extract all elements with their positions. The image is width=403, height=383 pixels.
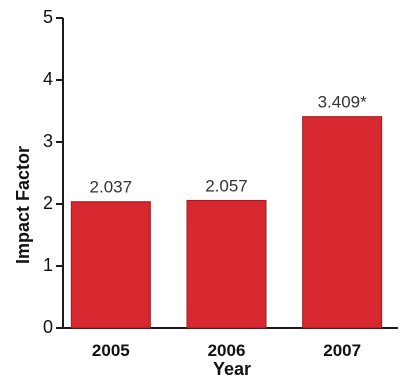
bar-2006	[186, 199, 267, 329]
y-axis-title: Impact Factor	[13, 146, 33, 264]
y-tick-label: 5	[43, 7, 53, 27]
data-label-2005: 2.037	[90, 178, 133, 197]
data-label-2006: 2.057	[205, 176, 248, 195]
data-labels: 2.037 2.057 3.409*	[90, 93, 368, 197]
x-tick-label: 2007	[323, 341, 361, 360]
x-tick-label: 2006	[208, 341, 246, 360]
y-tick-label: 3	[43, 131, 53, 151]
y-axis: 0 1 2 3 4 5	[43, 7, 64, 337]
y-tick-label: 1	[43, 255, 53, 275]
y-tick-label: 2	[43, 193, 53, 213]
y-tick-label: 0	[43, 317, 53, 337]
x-axis: 2005 2006 2007	[63, 327, 398, 360]
data-label-2007: 3.409*	[318, 93, 368, 112]
bar-2005	[70, 201, 151, 329]
bars	[70, 116, 383, 329]
x-tick-label: 2005	[92, 341, 130, 360]
bar-2007	[302, 116, 383, 329]
x-axis-title: Year	[213, 359, 251, 379]
y-tick-label: 4	[43, 69, 53, 89]
